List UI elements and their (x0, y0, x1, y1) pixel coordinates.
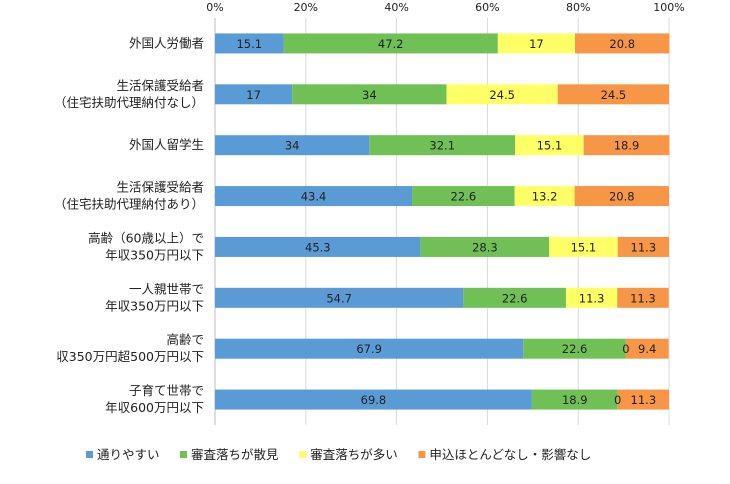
data-label: 17 (246, 88, 261, 102)
bar-segment (215, 389, 532, 410)
data-label: 9.4 (638, 342, 656, 356)
bar-segment (515, 135, 584, 156)
bar-segment (215, 186, 413, 207)
data-label: 11.3 (579, 291, 605, 305)
bar-segment (215, 84, 293, 105)
data-label: 15.1 (537, 139, 563, 153)
data-label: 0 (622, 342, 629, 356)
data-label: 24.5 (489, 88, 515, 102)
x-tick-label: 0% (206, 1, 223, 14)
bar-segment (523, 338, 626, 359)
bar-segment (565, 287, 618, 308)
bar-segment (549, 236, 618, 257)
bar-segment (514, 186, 575, 207)
bar-segment (215, 338, 524, 359)
bar-segment (215, 236, 421, 257)
data-label: 15.1 (236, 37, 262, 51)
bar-segment (369, 135, 516, 156)
category-label: 年収350万円以下 (105, 247, 204, 262)
bar-segment (617, 287, 669, 308)
data-label: 32.1 (429, 139, 455, 153)
category-label: 高齢（60歳以上）で (88, 230, 204, 245)
data-label: 22.6 (502, 291, 528, 305)
category-label: 収350万円超500万円以下 (56, 349, 204, 364)
data-label: 34 (285, 139, 300, 153)
data-label: 18.9 (614, 139, 640, 153)
data-label: 22.6 (562, 342, 588, 356)
bar-segment (215, 33, 284, 54)
x-tick-label: 80% (566, 1, 590, 14)
legend: 通りやすい 審査落ちが散見 審査落ちが多い 申込ほとんどなし・影響なし (86, 447, 591, 462)
legend-label: 審査落ちが散見 (191, 447, 279, 462)
x-axis-ticks: 0% 20% 40% 60% 80% 100% (206, 1, 684, 14)
bar-segment (446, 84, 558, 105)
category-label: 生活保護受給者 (116, 180, 204, 195)
data-label: 11.3 (630, 291, 656, 305)
data-label: 69.8 (361, 393, 387, 407)
bar-segment (215, 287, 464, 308)
category-label: 年収350万円以下 (105, 298, 204, 313)
data-label: 17 (529, 37, 544, 51)
legend-label: 通りやすい (97, 447, 160, 462)
legend-label: 審査落ちが多い (310, 447, 398, 462)
data-label: 24.5 (601, 88, 627, 102)
grid-layer (214, 18, 670, 425)
legend-swatch (180, 451, 187, 458)
data-label: 28.3 (472, 240, 498, 254)
data-label: 20.8 (609, 190, 635, 204)
category-label: （住宅扶助代理納付なし） (54, 95, 204, 110)
x-tick-label: 40% (384, 1, 408, 14)
legend-label: 申込ほとんどなし・影響なし (429, 447, 591, 462)
category-label: 子育て世帯で (129, 383, 204, 398)
data-label: 13.2 (532, 190, 558, 204)
category-label: 外国人労働者 (129, 35, 204, 50)
bar-segment (283, 33, 498, 54)
bar-segment (557, 84, 669, 105)
legend-swatch (86, 451, 93, 458)
data-label: 18.9 (562, 393, 588, 407)
data-label: 15.1 (571, 240, 597, 254)
bar-segment (292, 84, 447, 105)
legend-swatch (418, 451, 426, 458)
data-label: 43.4 (301, 190, 327, 204)
data-label: 20.8 (609, 37, 635, 51)
category-label: 外国人留学生 (129, 137, 204, 152)
data-label: 45.3 (305, 240, 331, 254)
category-label: 年収600万円以下 (105, 400, 204, 415)
bar-segment (497, 33, 576, 54)
data-label: 54.7 (326, 291, 352, 305)
x-tick-label: 60% (475, 1, 499, 14)
data-label: 11.3 (631, 240, 657, 254)
bar-segment (215, 135, 370, 156)
bar-segment (574, 186, 669, 207)
data-label: 47.2 (378, 37, 404, 51)
data-label: 67.9 (356, 342, 382, 356)
bar-segment (531, 389, 618, 410)
category-label: 一人親世帯で (129, 281, 204, 296)
data-label: 22.6 (451, 190, 477, 204)
bar-segment (617, 389, 669, 410)
data-label: 11.3 (631, 393, 657, 407)
bar-segment (617, 236, 669, 257)
category-label: 高齢で (166, 332, 204, 347)
data-labels: 15.1 47.2 17 20.8 17 34 24.5 24.5 34 32.1 15.1 18.9… (236, 37, 656, 407)
category-labels: 外国人労働者生活保護受給者（住宅扶助代理納付なし）外国人留学生生活保護受給者（住… (54, 35, 204, 415)
data-label: 34 (362, 88, 377, 102)
category-label: （住宅扶助代理納付あり） (54, 197, 204, 212)
bar-segment (420, 236, 550, 257)
data-label: 0 (614, 393, 621, 407)
bar-segment (625, 338, 669, 359)
bar-segment (463, 287, 566, 308)
x-tick-label: 100% (653, 1, 684, 14)
bar-segment (583, 135, 670, 156)
bar-segment (575, 33, 670, 54)
bars (215, 33, 670, 410)
x-tick-label: 20% (294, 1, 318, 14)
category-label: 生活保護受給者 (116, 78, 204, 93)
legend-swatch (299, 451, 307, 458)
bar-segment (412, 186, 515, 207)
